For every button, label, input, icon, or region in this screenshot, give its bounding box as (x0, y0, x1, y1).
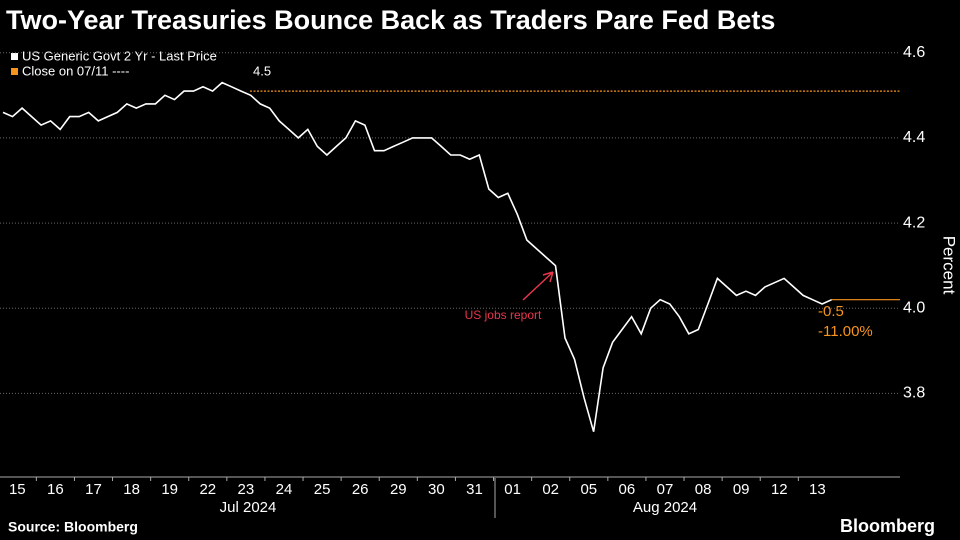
x-tick-label: 30 (428, 481, 445, 498)
x-tick-label: 15 (9, 481, 26, 498)
legend-swatch (11, 68, 18, 75)
y-tick-label: 4.2 (903, 214, 925, 231)
x-tick-label: 31 (466, 481, 483, 498)
month-label: Aug 2024 (633, 499, 697, 516)
x-tick-label: 16 (47, 481, 64, 498)
y-tick-label: 4.6 (903, 44, 925, 61)
x-tick-label: 08 (695, 481, 712, 498)
annotation-arrow (522, 271, 554, 301)
price-line (2, 81, 833, 432)
x-tick-label: 17 (85, 481, 102, 498)
chart-title: Two-Year Treasuries Bounce Back as Trade… (6, 5, 775, 35)
x-tick-label: 13 (809, 481, 826, 498)
legend-swatch (11, 53, 18, 60)
change-label: -11.00% (818, 323, 873, 340)
legend-label: US Generic Govt 2 Yr - Last Price (22, 48, 217, 63)
legend-label: Close on 07/11 ---- (22, 63, 129, 78)
x-tick-label: 24 (276, 481, 293, 498)
y-tick-label: 4.4 (903, 129, 925, 146)
source: Source: Bloomberg (8, 519, 138, 535)
y-tick-label: 4.0 (903, 299, 925, 316)
x-tick-label: 26 (352, 481, 369, 498)
x-tick-label: 01 (504, 481, 521, 498)
x-tick-label: 05 (580, 481, 597, 498)
x-tick-label: 25 (314, 481, 331, 498)
x-tick-label: 22 (199, 481, 216, 498)
x-tick-label: 12 (771, 481, 788, 498)
x-tick-label: 06 (619, 481, 636, 498)
x-tick-label: 09 (733, 481, 750, 498)
brand: Bloomberg (840, 516, 935, 536)
month-label: Jul 2024 (220, 499, 277, 516)
y-tick-label: 3.8 (903, 385, 925, 402)
x-tick-label: 02 (542, 481, 559, 498)
x-tick-label: 23 (238, 481, 255, 498)
x-tick-label: 29 (390, 481, 407, 498)
x-tick-label: 19 (161, 481, 178, 498)
x-tick-label: 07 (657, 481, 674, 498)
x-tick-label: 18 (123, 481, 140, 498)
close-value-label: 4.5 (253, 63, 271, 78)
annotation: US jobs report (465, 308, 542, 322)
y-axis-label: Percent (940, 236, 959, 295)
change-label: -0.5 (818, 303, 844, 320)
